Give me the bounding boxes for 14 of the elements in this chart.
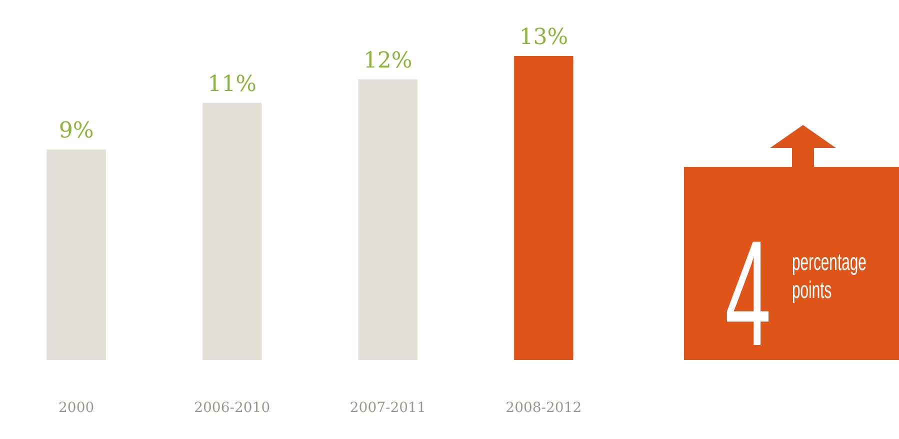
- data-label: 11%: [208, 72, 257, 97]
- data-label: 13%: [519, 25, 568, 50]
- x-tick-label: 2006-2010: [194, 400, 270, 416]
- x-tick-label: 2000: [58, 400, 94, 416]
- text: 4: [725, 208, 771, 378]
- x-tick-label: 2007-2011: [350, 400, 426, 416]
- data-label: 12%: [363, 48, 412, 74]
- bar: [514, 56, 574, 360]
- data-label: 9%: [58, 118, 94, 144]
- text: percentage points: [792, 250, 866, 304]
- bar: [202, 102, 262, 360]
- bar: [46, 150, 106, 360]
- bar: [358, 79, 418, 360]
- x-tick-label: 2008-2012: [506, 400, 582, 416]
